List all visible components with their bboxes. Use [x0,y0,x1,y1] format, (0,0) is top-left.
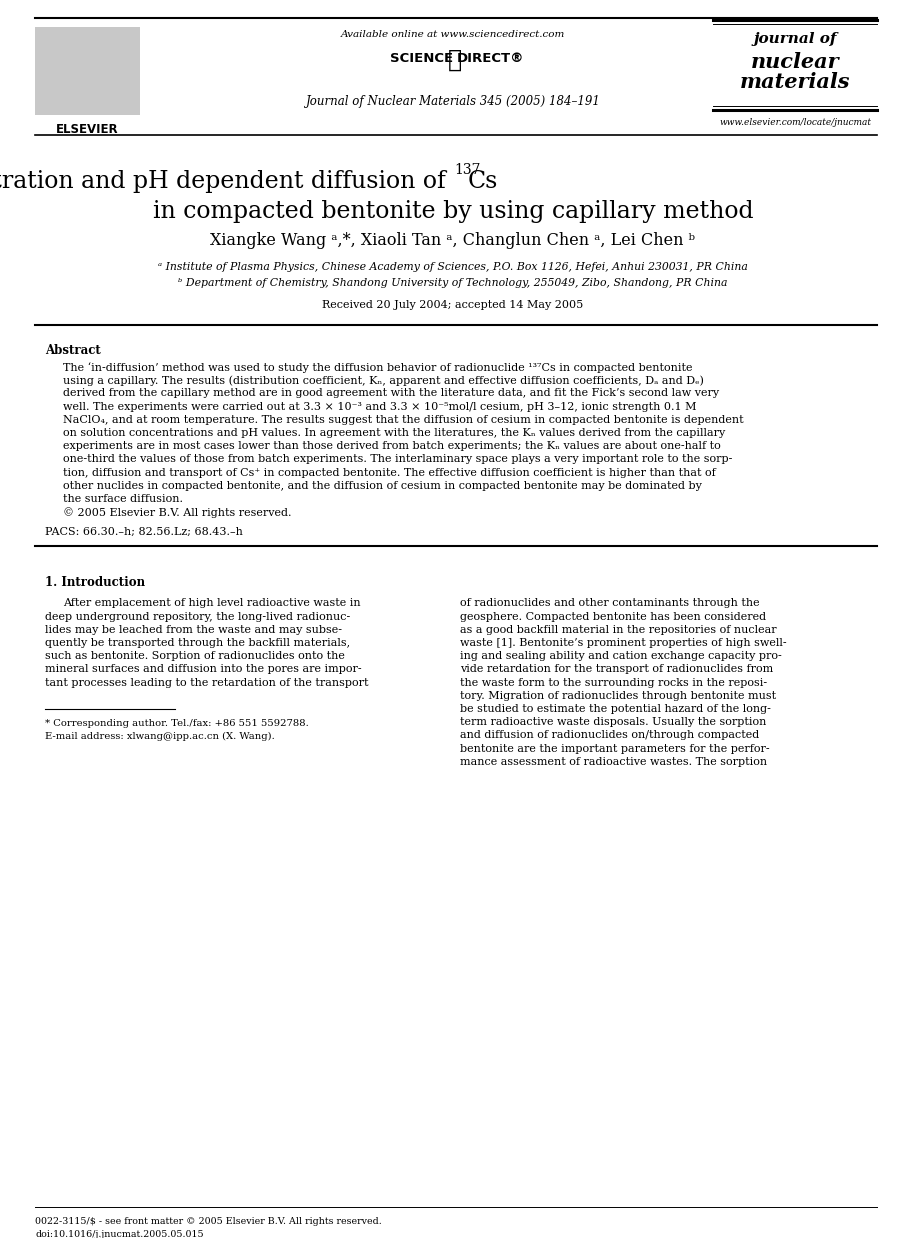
Text: DIRECT®: DIRECT® [457,52,524,66]
Text: PACS: 66.30.–h; 82.56.Lz; 68.43.–h: PACS: 66.30.–h; 82.56.Lz; 68.43.–h [45,526,243,536]
Text: other nuclides in compacted bentonite, and the diffusion of cesium in compacted : other nuclides in compacted bentonite, a… [63,480,702,490]
Text: journal of: journal of [754,32,836,46]
Text: NaClO₄, and at room temperature. The results suggest that the diffusion of cesiu: NaClO₄, and at room temperature. The res… [63,415,744,425]
Text: Available online at www.sciencedirect.com: Available online at www.sciencedirect.co… [341,30,565,40]
Text: materials: materials [740,72,850,92]
Text: such as bentonite. Sorption of radionuclides onto the: such as bentonite. Sorption of radionucl… [45,651,345,661]
Text: ᵇ Department of Chemistry, Shandong University of Technology, 255049, Zibo, Shan: ᵇ Department of Chemistry, Shandong Univ… [179,279,727,288]
Text: the waste form to the surrounding rocks in the reposi-: the waste form to the surrounding rocks … [460,677,767,687]
Text: on solution concentrations and pH values. In agreement with the literatures, the: on solution concentrations and pH values… [63,428,726,438]
Text: term radioactive waste disposals. Usually the sorption: term radioactive waste disposals. Usuall… [460,717,766,727]
Text: The concentration and pH dependent diffusion of: The concentration and pH dependent diffu… [0,170,453,193]
Text: Abstract: Abstract [45,344,101,357]
Text: be studied to estimate the potential hazard of the long-: be studied to estimate the potential haz… [460,704,771,714]
Text: tory. Migration of radionuclides through bentonite must: tory. Migration of radionuclides through… [460,691,776,701]
Text: ing and sealing ability and cation exchange capacity pro-: ing and sealing ability and cation excha… [460,651,782,661]
Text: Cs: Cs [468,170,498,193]
Text: SCIENCE: SCIENCE [390,52,453,66]
Text: Journal of Nuclear Materials 345 (2005) 184–191: Journal of Nuclear Materials 345 (2005) … [306,95,600,108]
Text: nuclear: nuclear [751,52,839,72]
Text: vide retardation for the transport of radionuclides from: vide retardation for the transport of ra… [460,665,774,675]
Text: using a capillary. The results (distribution coefficient, Kₙ, apparent and effec: using a capillary. The results (distribu… [63,375,704,386]
Text: tion, diffusion and transport of Cs⁺ in compacted bentonite. The effective diffu: tion, diffusion and transport of Cs⁺ in … [63,468,716,478]
Text: deep underground repository, the long-lived radionuc-: deep underground repository, the long-li… [45,612,350,621]
Text: in compacted bentonite by using capillary method: in compacted bentonite by using capillar… [152,201,754,223]
Text: bentonite are the important parameters for the perfor-: bentonite are the important parameters f… [460,744,770,754]
Bar [35,27,140,115]
Text: © 2005 Elsevier B.V. All rights reserved.: © 2005 Elsevier B.V. All rights reserved… [63,508,291,517]
Text: experiments are in most cases lower than those derived from batch experiments; t: experiments are in most cases lower than… [63,441,721,451]
Text: waste [1]. Bentonite’s prominent properties of high swell-: waste [1]. Bentonite’s prominent propert… [460,638,786,647]
Text: lides may be leached from the waste and may subse-: lides may be leached from the waste and … [45,625,342,635]
Text: mineral surfaces and diffusion into the pores are impor-: mineral surfaces and diffusion into the … [45,665,362,675]
Text: of radionuclides and other contaminants through the: of radionuclides and other contaminants … [460,598,760,608]
Text: one-third the values of those from batch experiments. The interlaminary space pl: one-third the values of those from batch… [63,454,732,464]
Text: 0022-3115/$ - see front matter © 2005 Elsevier B.V. All rights reserved.: 0022-3115/$ - see front matter © 2005 El… [35,1217,382,1226]
Text: Xiangke Wang ᵃ,*, Xiaoli Tan ᵃ, Changlun Chen ᵃ, Lei Chen ᵇ: Xiangke Wang ᵃ,*, Xiaoli Tan ᵃ, Changlun… [210,232,696,249]
Text: Ⓐ: Ⓐ [448,48,462,72]
Text: After emplacement of high level radioactive waste in: After emplacement of high level radioact… [63,598,361,608]
Text: * Corresponding author. Tel./fax: +86 551 5592788.: * Corresponding author. Tel./fax: +86 55… [45,719,308,728]
Text: E-mail address: xlwang@ipp.ac.cn (X. Wang).: E-mail address: xlwang@ipp.ac.cn (X. Wan… [45,732,275,740]
Text: tant processes leading to the retardation of the transport: tant processes leading to the retardatio… [45,677,368,687]
Text: derived from the capillary method are in good agreement with the literature data: derived from the capillary method are in… [63,389,719,399]
Text: 1. Introduction: 1. Introduction [45,577,145,589]
Text: www.elsevier.com/locate/jnucmat: www.elsevier.com/locate/jnucmat [719,118,871,128]
Text: 137: 137 [454,163,481,177]
Text: doi:10.1016/j.jnucmat.2005.05.015: doi:10.1016/j.jnucmat.2005.05.015 [35,1231,204,1238]
Text: ELSEVIER: ELSEVIER [55,123,118,136]
Text: The ‘in-diffusion’ method was used to study the diffusion behavior of radionucli: The ‘in-diffusion’ method was used to st… [63,361,693,373]
Text: as a good backfill material in the repositories of nuclear: as a good backfill material in the repos… [460,625,776,635]
Text: and diffusion of radionuclides on/through compacted: and diffusion of radionuclides on/throug… [460,730,759,740]
Text: quently be transported through the backfill materials,: quently be transported through the backf… [45,638,350,647]
Text: Received 20 July 2004; accepted 14 May 2005: Received 20 July 2004; accepted 14 May 2… [322,300,583,310]
Text: geosphere. Compacted bentonite has been considered: geosphere. Compacted bentonite has been … [460,612,766,621]
Text: the surface diffusion.: the surface diffusion. [63,494,183,504]
Text: mance assessment of radioactive wastes. The sorption: mance assessment of radioactive wastes. … [460,756,767,766]
Text: ᵃ Institute of Plasma Physics, Chinese Academy of Sciences, P.O. Box 1126, Hefei: ᵃ Institute of Plasma Physics, Chinese A… [158,262,748,272]
Text: well. The experiments were carried out at 3.3 × 10⁻³ and 3.3 × 10⁻⁵mol/l cesium,: well. The experiments were carried out a… [63,401,697,411]
